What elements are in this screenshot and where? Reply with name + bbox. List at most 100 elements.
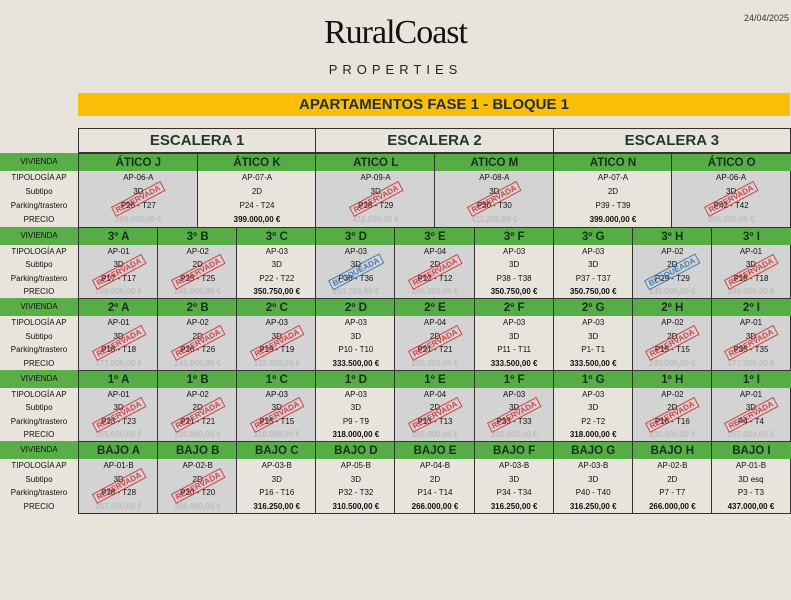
row-label: Parking/trastero (10, 273, 68, 283)
unit-name: 3º G (552, 227, 633, 245)
unit-precio: 350.750,00 € (569, 286, 617, 296)
unit-precio: 411.250,00 € (471, 215, 518, 224)
unit-precio: 437.000,00 € (727, 501, 775, 511)
unit-name: 3º F (473, 227, 554, 245)
unit-subtipo: 3D (508, 403, 520, 413)
unit-tipologia: AP-01-B (735, 461, 767, 470)
unit-tipologia: AP-01 (739, 247, 763, 256)
unit-name: 1º I (710, 370, 791, 388)
unit-tipologia: AP-02 (186, 318, 209, 327)
unit-name: 3º B (157, 227, 238, 245)
row-label: TIPOLOGÍA AP (11, 318, 67, 327)
unit-subtipo: 2D (192, 260, 203, 270)
row-label: VIVIENDA (0, 153, 78, 171)
unit-precio: 266.000,00 € (648, 501, 696, 511)
unit-parking: P30 - T30 (476, 201, 512, 210)
unit-precio: 316.250,00 € (490, 501, 538, 511)
unit-precio: 318.000,00 € (332, 429, 380, 439)
unit-tipologia: AP-02-B (182, 461, 213, 470)
unit-parking: P18 - T18 (733, 273, 769, 283)
unit-cell: AP-01 3D P4 - T4 265.000,00 € RESERVADA (710, 388, 791, 442)
unit-tipologia: AP-03 (502, 247, 526, 256)
unit-name: BAJO H (631, 441, 712, 459)
unit-tipologia: AP-04 (423, 318, 447, 327)
row-label: PRECIO (23, 286, 55, 296)
unit-precio: 399.000,00 € (233, 215, 281, 224)
unit-name: 3º E (394, 227, 475, 245)
unit-cell: AP-03-B 3D P16 - T16 316.250,00 € (236, 459, 317, 514)
unit-name: 1º A (78, 370, 159, 388)
unit-parking: P39 - T39 (595, 201, 631, 210)
unit-name: 1º C (236, 370, 317, 388)
unit-parking: P28 - T29 (358, 201, 394, 210)
unit-parking: P26 - T26 (180, 345, 216, 354)
unit-cell: AP-03-B 3D P40 - T40 316.250,00 € (552, 459, 633, 514)
unit-precio: 318.000,00 € (490, 429, 538, 439)
unit-name: 2º E (394, 298, 475, 316)
row-label: Subtipo (25, 331, 53, 341)
unit-precio: 245.000,00 € (648, 286, 696, 296)
unit-subtipo: 3D (745, 260, 757, 270)
unit-parking: P34 - T34 (496, 488, 532, 497)
unit-tipologia: AP-01-B (103, 461, 134, 470)
unit-tipologia: AP-06-A (123, 173, 154, 182)
unit-name: BAJO E (394, 441, 475, 459)
unit-parking: P10 - T10 (338, 345, 374, 354)
unit-subtipo: 2D (429, 474, 441, 484)
unit-cell: AP-08-A 3D P30 - T30 411.250,00 € RESERVADA (434, 171, 554, 228)
unit-tipologia: AP-03 (502, 390, 526, 399)
unit-cell: AP-06-A 3D P26 - T27 399.000,00 € RESERVADA (78, 171, 198, 228)
row-label: TIPOLOGÍA AP (11, 247, 67, 256)
unit-subtipo: 3D (508, 260, 520, 270)
unit-precio: 297.000,00 € (95, 501, 142, 511)
unit-cell: AP-03 3D P15 - T15 318.000,00 € RESERVADA (236, 388, 317, 442)
unit-cell: AP-03 3D P11 - T11 333.500,00 € (473, 316, 554, 371)
unit-cell: AP-01 3D P17 - T17 290.000,00 € RESERVADA (78, 245, 159, 299)
unit-precio: 266.000,00 € (411, 286, 459, 296)
unit-tipologia: AP-01 (739, 318, 763, 327)
row-label: PRECIO (23, 501, 55, 511)
unit-cell: AP-07-A 2D P39 - T39 399.000,00 € (552, 171, 673, 228)
unit-name: 2º D (315, 298, 396, 316)
unit-subtipo: 3D (745, 403, 757, 413)
unit-tipologia: AP-03-B (261, 461, 292, 470)
unit-name: 1º B (157, 370, 238, 388)
unit-cell: AP-09-A 3D P28 - T29 411.250,00 € RESERVADA (315, 171, 435, 228)
unit-parking: P3 - T3 (737, 488, 764, 497)
unit-subtipo: 3D (489, 187, 500, 196)
unit-precio: 266.000,00 € (411, 501, 459, 511)
unit-name: ÁTICO O (671, 153, 791, 171)
unit-tipologia: AP-04 (423, 247, 447, 256)
unit-precio: 277.000,00 € (727, 358, 775, 368)
unit-precio: 333.500,00 € (253, 358, 301, 368)
unit-parking: P1- T1 (581, 345, 606, 354)
unit-cell: AP-02 2D P29 - T29 245.000,00 € BLOQUEADA (631, 245, 712, 299)
unit-name: 1º H (631, 370, 712, 388)
unit-tipologia: AP-08-A (479, 173, 510, 182)
unit-subtipo: 3D (350, 474, 361, 484)
unit-precio: 277.000,00 € (95, 358, 142, 368)
unit-parking: P22 - T22 (259, 273, 295, 283)
unit-parking: P13 - T13 (417, 416, 453, 426)
unit-tipologia: AP-03-B (498, 461, 530, 470)
unit-subtipo: 3D (113, 331, 124, 341)
row-label: PRECIO (23, 429, 55, 439)
unit-precio: 255.000,00 € (411, 358, 459, 368)
unit-parking: P37 - T37 (575, 273, 611, 283)
unit-tipologia: AP-07-A (597, 173, 629, 182)
unit-precio: 290.000,00 € (95, 286, 142, 296)
unit-precio: 316.250,00 € (569, 501, 617, 511)
unit-tipologia: AP-01 (107, 318, 130, 327)
unit-parking: P33 - T33 (496, 416, 532, 426)
row-label: VIVIENDA (0, 298, 78, 316)
unit-tipologia: AP-03 (344, 318, 367, 327)
unit-tipologia: AP-03 (344, 247, 367, 256)
unit-tipologia: AP-04 (423, 390, 447, 399)
unit-parking: P9 - T9 (342, 416, 369, 426)
unit-parking: P38 - T38 (496, 273, 532, 283)
row-label: Parking/trastero (10, 488, 68, 497)
unit-subtipo: 2D (607, 187, 619, 196)
unit-name: BAJO C (236, 441, 317, 459)
row-label: TIPOLOGÍA AP (11, 173, 67, 182)
row-label: Subtipo (25, 187, 53, 196)
